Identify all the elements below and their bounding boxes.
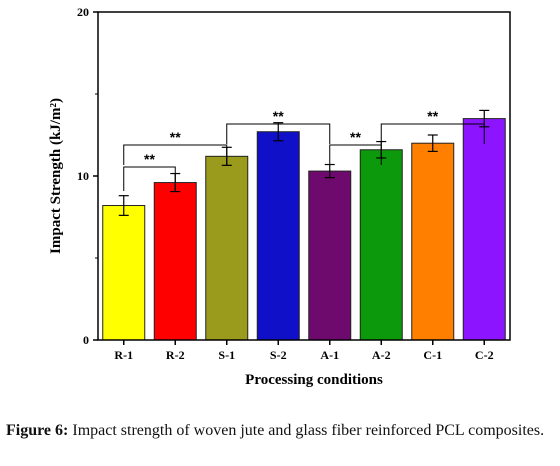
y-tick-label: 20	[77, 5, 89, 19]
x-tick-label: S-2	[270, 348, 287, 362]
bar-r-1	[102, 205, 146, 341]
significance-label: **	[144, 151, 155, 167]
y-axis-ticks: 0 10 20	[77, 5, 98, 347]
y-axis-title: Impact Strength (kJ/m²)	[48, 98, 64, 254]
bars	[102, 109, 506, 341]
x-tick-label: C-1	[423, 348, 442, 362]
significance-brackets: ** ** ** ** **	[123, 108, 485, 191]
bar-a-2	[359, 149, 403, 341]
caption-text: Impact strength of woven jute and glass …	[68, 422, 545, 439]
x-axis-ticks: R-1 R-2 S-1 S-2 A-1 A-2 C-1 C-2	[114, 340, 494, 362]
x-tick-label: R-2	[166, 348, 185, 362]
significance-bracket	[123, 144, 228, 165]
x-tick-label: A-2	[372, 348, 391, 362]
figure-caption: Figure 6: Impact strength of woven jute …	[6, 420, 548, 441]
bar-c-2	[462, 118, 506, 341]
bar-s-1	[205, 155, 249, 341]
y-tick-label: 10	[77, 169, 89, 183]
significance-label: **	[170, 129, 181, 145]
significance-bracket	[123, 166, 176, 191]
bar-chart: 0 10 20 ** ** ** ** ** R-1 R-2 S-1 S-2 A-1 A-2 C-1 C-…	[48, 5, 511, 388]
x-tick-label: R-1	[114, 348, 133, 362]
caption-lead: Figure 6:	[6, 422, 69, 439]
significance-label: **	[427, 108, 438, 124]
bar-c-1	[411, 142, 455, 341]
x-tick-label: C-2	[475, 348, 494, 362]
plot-frame	[97, 11, 511, 341]
significance-label: **	[350, 129, 361, 145]
y-tick-label: 0	[83, 333, 89, 347]
significance-bracket	[226, 123, 331, 144]
bar-s-2	[256, 131, 300, 341]
x-tick-label: A-1	[320, 348, 339, 362]
bar-r-2	[153, 182, 197, 341]
x-tick-label: S-1	[218, 348, 235, 362]
significance-label: **	[273, 108, 284, 124]
bar-a-1	[308, 170, 352, 341]
significance-bracket	[329, 144, 382, 165]
x-axis-title: Processing conditions	[245, 372, 383, 388]
significance-bracket	[380, 123, 485, 144]
